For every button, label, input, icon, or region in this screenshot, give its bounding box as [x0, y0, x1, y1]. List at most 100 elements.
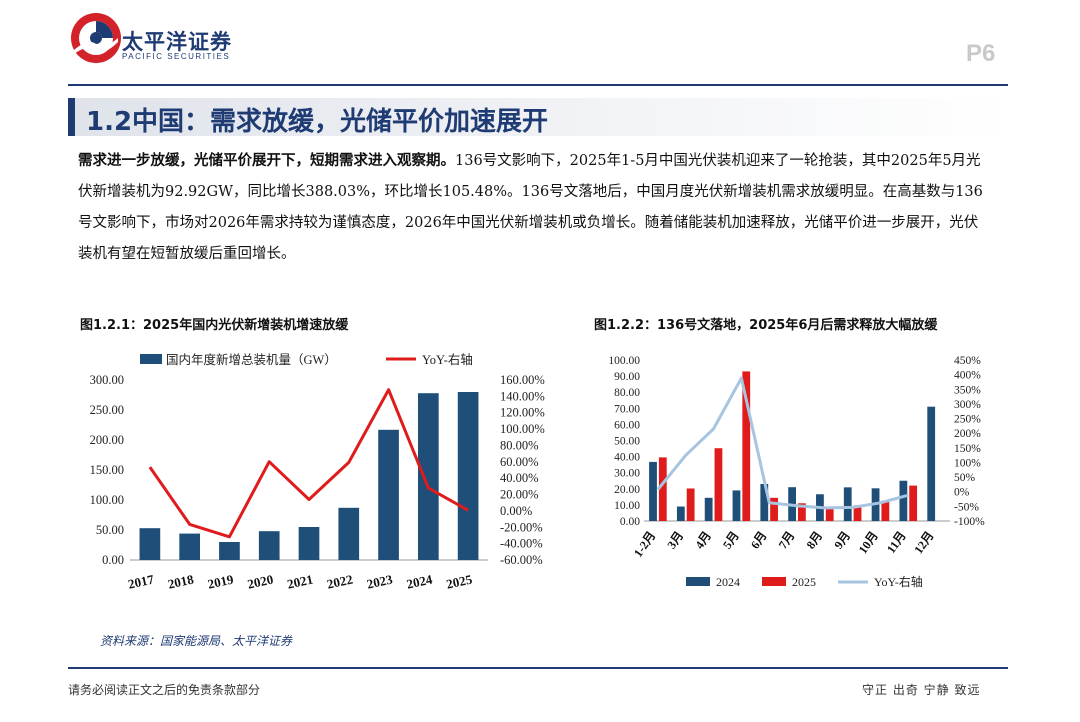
y-right-tick-label: 40.00% [500, 471, 539, 485]
bar-2024 [760, 483, 769, 521]
y-left-tick-label: 100.00 [608, 355, 640, 367]
body-lead-sentence: 需求进一步放缓，光储平价展开下，短期需求进入观察期。 [78, 153, 455, 169]
bar-annual-installation [298, 527, 320, 560]
x-tick-label: 2017 [127, 571, 156, 591]
y-right-tick-label: 0% [954, 487, 970, 499]
x-tick-label: 2018 [166, 571, 195, 591]
y-right-tick-label: 80.00% [500, 438, 539, 452]
bar-2024 [649, 461, 657, 521]
bar-2025 [658, 457, 667, 521]
x-tick-label: 11月 [884, 529, 909, 556]
y-left-tick-label: 30.00 [614, 468, 640, 480]
bar-2024 [704, 497, 713, 521]
footer-disclaimer: 请务必阅读正文之后的免责条款部分 [68, 683, 261, 697]
y-right-tick-label: 20.00% [500, 488, 539, 502]
x-tick-label: 2024 [405, 571, 434, 591]
bar-annual-installation [417, 393, 439, 560]
y-right-tick-label: 200% [954, 428, 981, 440]
y-right-tick-label: -40.00% [500, 537, 543, 551]
section-title: 1.2中国：需求放缓，光储平价加速展开 [86, 107, 549, 137]
y-left-tick-label: 50.00 [614, 436, 640, 448]
x-tick-label: 2020 [246, 572, 275, 592]
bar-2025 [909, 485, 918, 521]
bar-2025 [798, 503, 806, 521]
y-left-tick-label: 80.00 [614, 387, 640, 399]
section-title-background [68, 98, 1008, 136]
figure1-caption: 图1.2.1：2025年国内光伏新增装机增速放缓 [80, 318, 349, 333]
x-tick-label: 2025 [445, 571, 474, 591]
x-tick-label: 2023 [365, 571, 394, 591]
body-paragraph: 需求进一步放缓，光储平价展开下，短期需求进入观察期。136号文影响下，2025年… [78, 146, 988, 270]
legend-2024-label: 2024 [716, 575, 740, 589]
y-left-tick-label: 50.00 [96, 523, 124, 537]
brand-name-en: PACIFIC SECURITIES [122, 52, 231, 61]
bar-annual-installation [139, 528, 161, 560]
y-right-tick-label: 0.00% [500, 504, 532, 518]
bar-2025 [853, 505, 862, 521]
x-tick-label: 9月 [831, 529, 853, 552]
x-tick-label: 2019 [206, 571, 235, 591]
x-tick-label: 12月 [911, 529, 936, 557]
bar-annual-installation [338, 507, 360, 560]
y-left-tick-label: 20.00 [614, 484, 640, 496]
bar-2025 [742, 371, 751, 521]
bar-2025 [825, 509, 834, 521]
y-left-tick-label: 10.00 [614, 500, 640, 512]
y-left-tick-label: 300.00 [90, 373, 124, 387]
x-tick-label: 2021 [286, 572, 315, 592]
x-tick-label: 1-2月 [631, 529, 659, 560]
legend-bar-swatch [140, 354, 162, 364]
line-yoy [656, 376, 909, 510]
bar-annual-installation [179, 533, 201, 560]
y-right-tick-label: 120.00% [500, 406, 545, 420]
y-right-tick-label: -100% [954, 516, 985, 528]
y-left-tick-label: 0.00 [102, 553, 124, 567]
bar-2024 [927, 406, 936, 521]
bar-2025 [714, 448, 723, 521]
y-right-tick-label: 150% [954, 443, 981, 455]
x-tick-label: 5月 [720, 529, 742, 552]
bar-2024 [676, 506, 685, 521]
bar-2025 [686, 488, 695, 521]
legend-yoy-label: YoY-右轴 [874, 574, 923, 589]
footer-divider [68, 667, 1008, 669]
y-right-tick-label: 300% [954, 399, 981, 411]
legend-2025-swatch [762, 577, 786, 586]
y-right-tick-label: -20.00% [500, 520, 543, 534]
x-tick-label: 10月 [856, 529, 881, 557]
x-tick-label: 7月 [776, 529, 798, 552]
bar-2024 [732, 490, 741, 521]
y-right-tick-label: 100.00% [500, 422, 545, 436]
bar-annual-installation [457, 392, 479, 560]
header-divider [68, 84, 1008, 86]
legend-2025-label: 2025 [792, 575, 816, 589]
y-right-tick-label: 350% [954, 384, 981, 396]
section-title-accent [68, 98, 75, 136]
bar-2025 [770, 497, 778, 521]
y-left-tick-label: 60.00 [614, 419, 640, 431]
y-left-tick-label: 200.00 [90, 433, 124, 447]
y-left-tick-label: 0.00 [620, 516, 640, 528]
data-source: 资料来源：国家能源局、太平洋证券 [100, 634, 293, 648]
y-right-tick-label: 140.00% [500, 389, 545, 403]
y-left-tick-label: 100.00 [90, 493, 124, 507]
y-left-tick-label: 70.00 [614, 403, 640, 415]
y-right-tick-label: 400% [954, 370, 981, 382]
bar-2024 [899, 480, 908, 521]
bar-2024 [843, 487, 852, 521]
y-right-tick-label: -50% [954, 501, 979, 513]
y-left-tick-label: 150.00 [90, 463, 124, 477]
pacific-securities-logo-icon [71, 13, 121, 63]
y-right-tick-label: 50% [954, 472, 976, 484]
y-right-tick-label: 160.00% [500, 373, 545, 387]
x-tick-label: 4月 [692, 529, 714, 552]
legend-bar-label: 国内年度新增总装机量（GW） [166, 352, 337, 367]
body-text: 136号文影响下，2025年1-5月中国光伏装机迎来了一轮抢装，其中2025年5… [78, 153, 983, 262]
footer-motto: 守正 出奇 宁静 致远 [862, 683, 981, 697]
x-tick-label: 6月 [748, 529, 770, 552]
bar-2025 [881, 500, 890, 521]
y-left-tick-label: 40.00 [614, 452, 640, 464]
legend-2024-swatch [686, 577, 710, 586]
y-left-tick-label: 250.00 [90, 403, 124, 417]
chart-annual-installations: 0.00 50.00 100.00 150.00 200.00 250.00 300.00 -… [90, 352, 545, 592]
